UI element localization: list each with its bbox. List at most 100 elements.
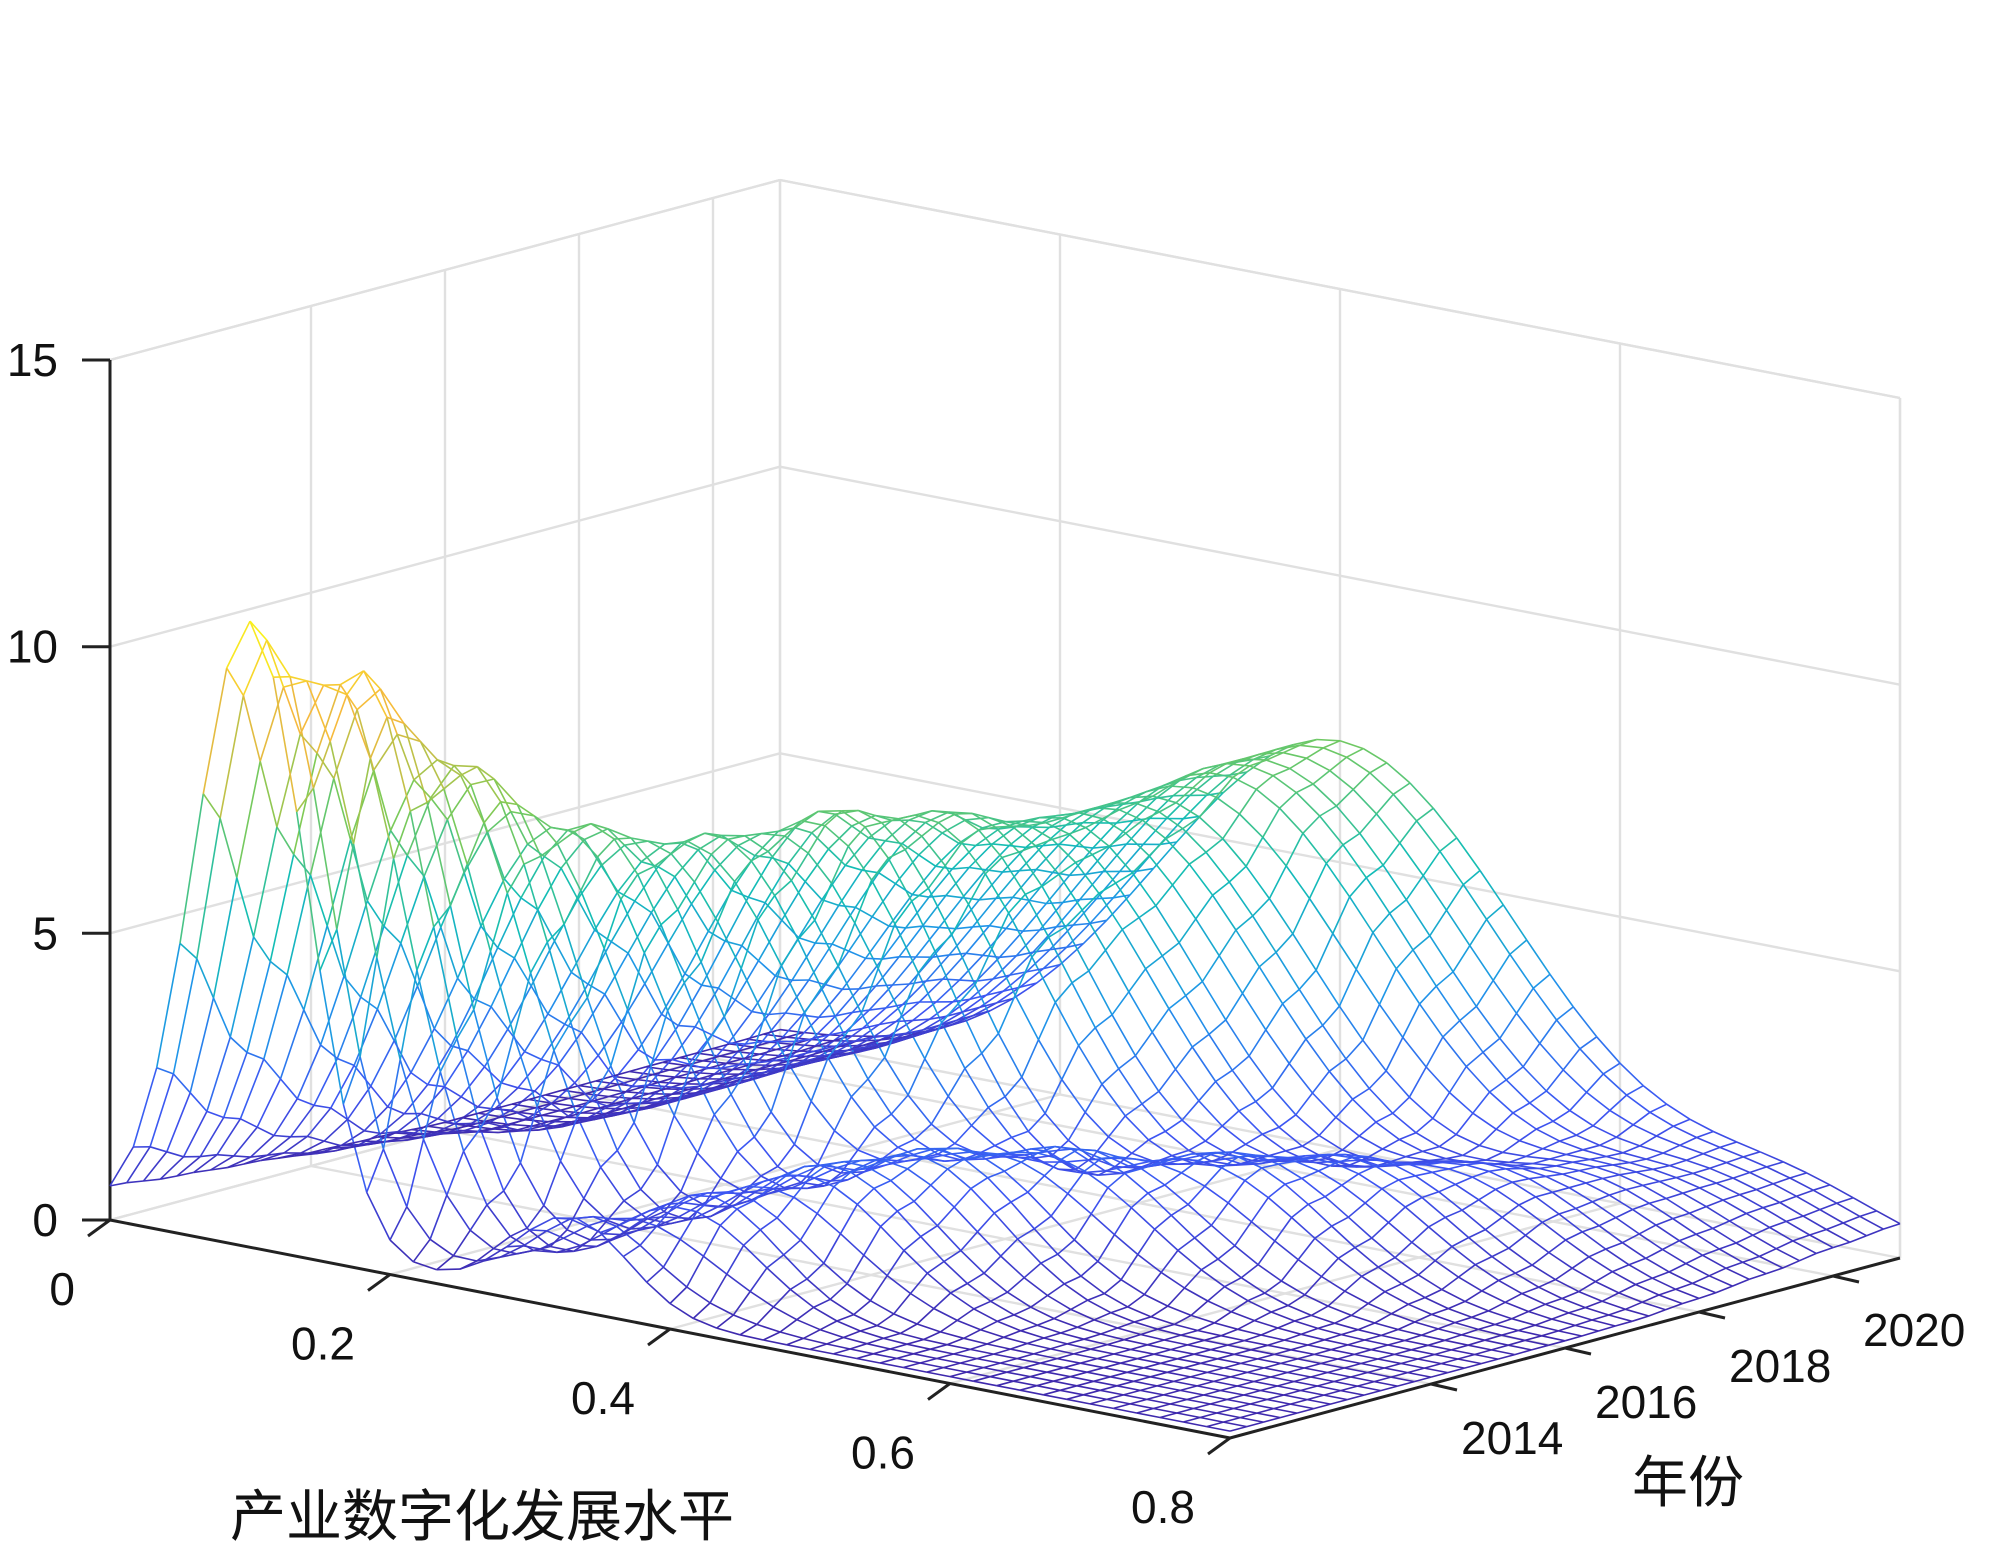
- surface-mesh-segment: [727, 838, 752, 862]
- surface-mesh-segment: [1374, 1313, 1392, 1324]
- surface-mesh-segment: [1796, 1189, 1814, 1198]
- surface-mesh-segment: [1004, 1161, 1022, 1172]
- surface-mesh-segment: [1391, 1312, 1416, 1323]
- surface-mesh-segment: [1118, 1156, 1135, 1160]
- surface-mesh-segment: [1138, 917, 1163, 957]
- surface-mesh-segment: [618, 1110, 636, 1115]
- surface-mesh-segment: [249, 620, 268, 641]
- surface-mesh-segment: [1752, 1234, 1777, 1250]
- surface-mesh-segment: [991, 912, 1010, 950]
- surface-mesh-segment: [1338, 968, 1357, 1007]
- surface-mesh-segment: [741, 945, 760, 962]
- surface-mesh-segment: [1501, 1216, 1526, 1236]
- surface-mesh-segment: [772, 1060, 790, 1067]
- surface-mesh-segment: [717, 921, 742, 969]
- surface-mesh-segment: [189, 1092, 208, 1112]
- surface-mesh-segment: [1285, 865, 1311, 899]
- surface-mesh-segment: [506, 1245, 524, 1248]
- surface-mesh-segment: [1357, 1328, 1382, 1337]
- surface-mesh-segment: [1105, 803, 1123, 808]
- surface-mesh-segment: [370, 1040, 395, 1087]
- surface-mesh-segment: [732, 1064, 750, 1071]
- surface-mesh-segment: [306, 1107, 332, 1137]
- surface-mesh-segment: [1177, 1353, 1195, 1360]
- surface-mesh-segment: [833, 1171, 852, 1188]
- surface-mesh-segment: [1579, 1036, 1598, 1050]
- surface-mesh-segment: [595, 1115, 613, 1121]
- surface-mesh-segment: [219, 695, 245, 819]
- surface-mesh-segment: [1173, 1380, 1198, 1387]
- surface-mesh-segment: [1485, 1151, 1504, 1161]
- surface-mesh-segment: [717, 987, 736, 1001]
- surface-mesh-segment: [650, 1203, 668, 1212]
- surface-mesh-segment: [1394, 1349, 1412, 1356]
- surface-mesh-segment: [336, 996, 362, 1059]
- surface-mesh-segment: [1659, 1176, 1677, 1183]
- surface-mesh-segment: [1129, 1398, 1148, 1405]
- surface-mesh-segment: [252, 936, 271, 962]
- surface-mesh-segment: [994, 1136, 1012, 1147]
- surface-mesh-segment: [1394, 1353, 1418, 1360]
- surface-mesh-segment: [713, 1093, 732, 1116]
- surface-mesh-segment: [196, 818, 221, 959]
- surface-mesh-segment: [1319, 805, 1337, 817]
- surface-mesh-segment: [901, 821, 926, 845]
- surface-mesh-segment: [1726, 1156, 1744, 1164]
- surface-mesh-segment: [1441, 1362, 1465, 1369]
- surface-mesh-segment: [674, 849, 699, 878]
- surface-mesh-segment: [1498, 1272, 1516, 1282]
- surface-mesh-segment: [430, 797, 449, 821]
- surface-mesh-segment: [947, 1168, 972, 1190]
- surface-mesh-segment: [1442, 1020, 1461, 1038]
- surface-mesh-segment: [801, 810, 819, 822]
- surface-mesh-segment: [1319, 815, 1344, 846]
- surface-mesh-segment: [1397, 1321, 1416, 1331]
- surface-mesh-segment: [1511, 1310, 1529, 1320]
- surface-mesh-segment: [1598, 1216, 1617, 1227]
- surface-mesh-segment: [1333, 1380, 1358, 1387]
- surface-mesh-segment: [1481, 1290, 1506, 1304]
- surface-mesh-segment: [824, 825, 849, 847]
- x-tick-mark: [927, 1382, 951, 1401]
- surface-mesh-segment: [1223, 1367, 1248, 1374]
- surface-mesh-segment: [423, 819, 449, 877]
- surface-mesh-segment: [1859, 1215, 1884, 1230]
- surface-mesh-segment: [1103, 1366, 1128, 1374]
- surface-mesh-segment: [1589, 1158, 1613, 1166]
- surface-mesh-segment: [1242, 753, 1261, 760]
- surface-mesh-segment: [1429, 935, 1454, 973]
- surface-mesh-segment: [1159, 1416, 1184, 1423]
- surface-mesh-segment: [1732, 1171, 1751, 1179]
- surface-mesh-segment: [869, 1275, 888, 1302]
- surface-mesh-segment: [1186, 1398, 1211, 1405]
- surface-mesh-segment: [787, 832, 813, 865]
- surface-mesh-segment: [593, 1065, 612, 1095]
- surface-mesh-segment: [1096, 1353, 1115, 1360]
- surface-mesh-segment: [905, 925, 923, 929]
- surface-mesh-segment: [1842, 1222, 1867, 1237]
- surface-mesh-segment: [1304, 1367, 1328, 1374]
- surface-mesh-segment: [366, 830, 392, 902]
- surface-mesh-segment: [389, 1206, 408, 1241]
- surface-mesh-segment: [1039, 901, 1064, 931]
- surface-mesh-segment: [1108, 845, 1134, 874]
- surface-mesh-segment: [1075, 822, 1101, 847]
- surface-mesh-segment: [507, 1028, 526, 1053]
- surface-mesh-segment: [1012, 824, 1029, 828]
- surface-mesh-segment: [1057, 1239, 1075, 1255]
- surface-mesh-segment: [634, 900, 652, 914]
- surface-mesh-segment: [1107, 1343, 1131, 1351]
- surface-mesh-segment: [1482, 1051, 1507, 1081]
- surface-mesh-segment: [856, 1187, 875, 1205]
- surface-mesh-segment: [1364, 1339, 1389, 1346]
- surface-mesh-segment: [608, 1102, 626, 1108]
- surface-mesh-segment: [1382, 842, 1401, 866]
- grid-line: [109, 178, 781, 362]
- surface-mesh-segment: [1806, 1172, 1831, 1186]
- surface-mesh-segment: [1722, 1193, 1740, 1201]
- surface-mesh-segment: [1010, 1201, 1035, 1230]
- surface-mesh-segment: [923, 1338, 948, 1346]
- surface-mesh-segment: [1836, 1202, 1861, 1218]
- surface-mesh-segment: [1548, 1239, 1567, 1254]
- surface-mesh-segment: [945, 866, 970, 897]
